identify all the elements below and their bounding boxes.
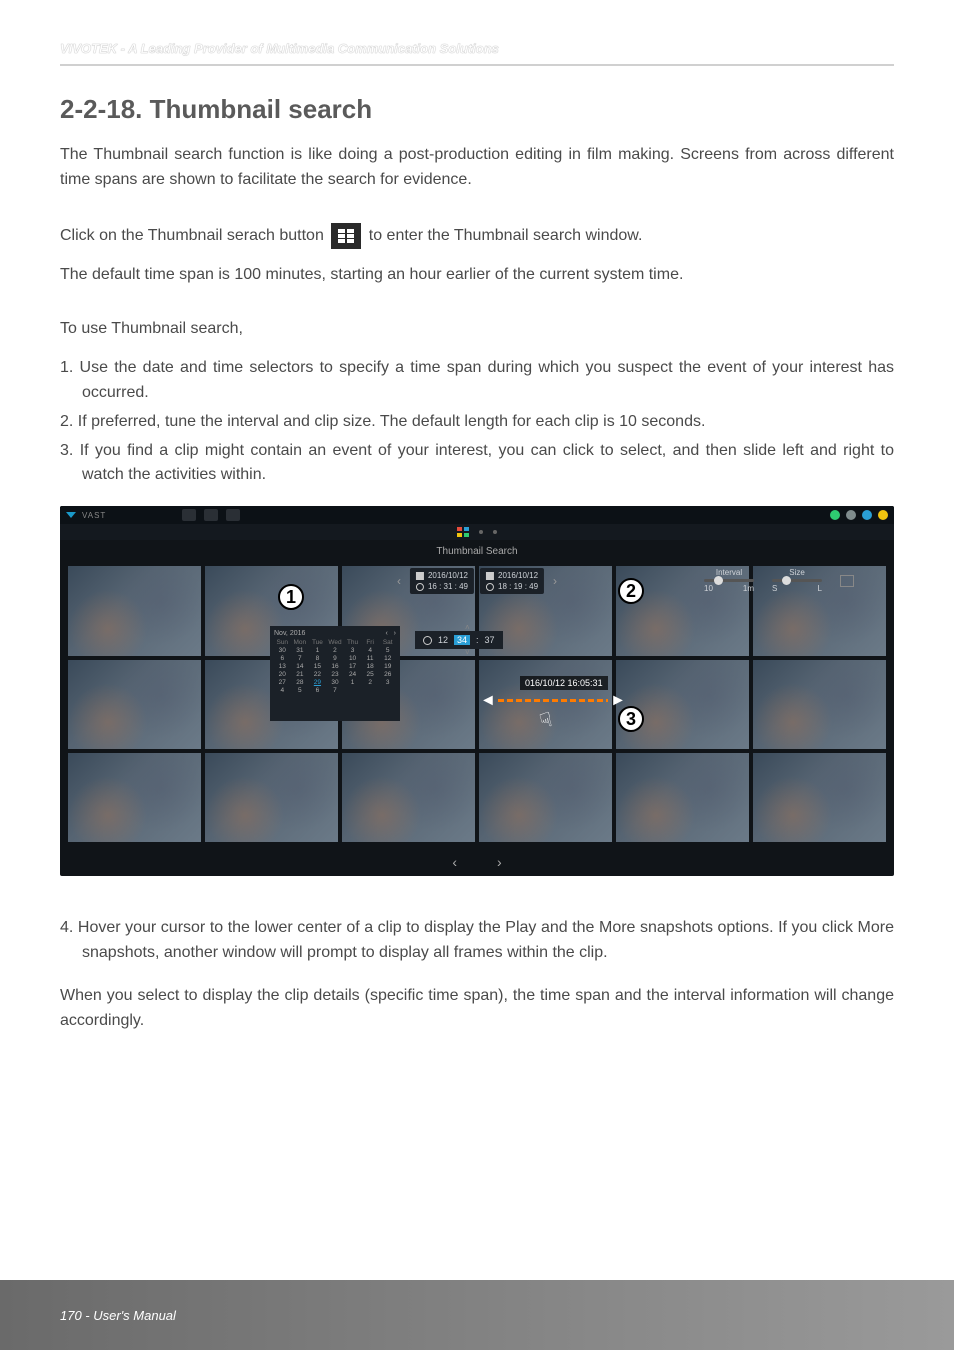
- topbar-tab[interactable]: [182, 509, 196, 521]
- section-title: 2-2-18. Thumbnail search: [60, 94, 894, 125]
- page-header: VIVOTEK - A Leading Provider of Multimed…: [60, 40, 894, 66]
- topbar-actions: [830, 510, 888, 520]
- app-subbar: [60, 524, 894, 540]
- thumbnail-clip[interactable]: [479, 753, 612, 842]
- step-2: 2. If preferred, tune the interval and c…: [60, 410, 894, 435]
- interval-min: 10: [704, 584, 713, 593]
- to-datebox[interactable]: 2016/10/12 18 : 19 : 49: [480, 568, 544, 594]
- range-prev-icon[interactable]: ‹: [394, 574, 404, 588]
- default-span-paragraph: The default time span is 100 minutes, st…: [60, 263, 894, 288]
- time-hour[interactable]: 12: [438, 635, 448, 645]
- clip-timestamp: 016/10/12 16:05:31: [520, 676, 608, 690]
- topbar-tab[interactable]: [226, 509, 240, 521]
- footer-text: 170 - User's Manual: [60, 1308, 176, 1323]
- status-icon[interactable]: [846, 510, 856, 520]
- sliders-panel: Interval 10 1m Size S L: [704, 568, 854, 593]
- thumbnail-clip[interactable]: [342, 753, 475, 842]
- interval-max: 1m: [743, 584, 754, 593]
- to-time: 18 : 19 : 49: [498, 582, 538, 591]
- size-slider[interactable]: Size S L: [772, 568, 822, 593]
- from-date: 2016/10/12: [428, 571, 468, 580]
- calendar-month: Nov, 2016: [274, 630, 305, 637]
- calendar-nav[interactable]: ‹ ›: [386, 630, 397, 637]
- from-datebox[interactable]: 2016/10/12 16 : 31 : 49: [410, 568, 474, 594]
- click-pre: Click on the Thumbnail serach button: [60, 227, 324, 244]
- steps-list: 1. Use the date and time selectors to sp…: [60, 356, 894, 488]
- thumbnail-clip[interactable]: [205, 753, 338, 842]
- thumbnail-clip[interactable]: [68, 660, 201, 749]
- clock-icon: [486, 583, 494, 591]
- scrub-left-icon[interactable]: ◄: [480, 692, 496, 710]
- thumbnail-grid: [68, 566, 886, 842]
- thumbnail-clip[interactable]: [753, 660, 886, 749]
- expand-icon[interactable]: [840, 575, 854, 587]
- calendar-icon: [416, 572, 424, 580]
- topbar-tabs: [182, 509, 824, 521]
- app-logo-icon: [66, 512, 76, 518]
- thumbnail-grid-icon: [331, 223, 361, 249]
- clip-scrubber[interactable]: ◄ ►: [498, 694, 608, 708]
- subbar-dot-icon: [479, 530, 483, 534]
- size-label: Size: [789, 568, 805, 577]
- intro-paragraph: The Thumbnail search function is like do…: [60, 143, 894, 193]
- step-4: 4. Hover your cursor to the lower center…: [60, 916, 894, 966]
- calendar-popup[interactable]: Nov, 2016 ‹ › SunMonTueWedThuFriSat30311…: [270, 626, 400, 721]
- range-next-icon[interactable]: ›: [550, 574, 560, 588]
- thumbnail-clip[interactable]: [68, 566, 201, 655]
- page-prev-icon[interactable]: ‹: [452, 854, 457, 870]
- status-icon[interactable]: [878, 510, 888, 520]
- topbar-tab[interactable]: [204, 509, 218, 521]
- size-max: L: [818, 584, 822, 593]
- section-number: 2-2-18.: [60, 94, 142, 124]
- header-text: VIVOTEK - A Leading Provider of Multimed…: [60, 41, 499, 56]
- click-post: to enter the Thumbnail search window.: [369, 227, 643, 244]
- thumbnail-clip[interactable]: [68, 753, 201, 842]
- thumbnail-clip[interactable]: [616, 753, 749, 842]
- page-footer: 170 - User's Manual: [0, 1280, 954, 1350]
- to-date: 2016/10/12: [498, 571, 538, 580]
- scrub-bar[interactable]: [498, 699, 608, 702]
- date-range-panel: ‹ 2016/10/12 16 : 31 : 49 2016/10/12 18 …: [394, 568, 560, 594]
- time-minute[interactable]: 34: [454, 635, 470, 645]
- page-next-icon[interactable]: ›: [497, 854, 502, 870]
- subbar-dot-icon: [493, 530, 497, 534]
- thumbnail-clip[interactable]: [753, 753, 886, 842]
- interval-slider[interactable]: Interval 10 1m: [704, 568, 754, 593]
- status-icon[interactable]: [862, 510, 872, 520]
- clock-icon: [423, 636, 432, 645]
- step-3: 3. If you find a clip might contain an e…: [60, 439, 894, 489]
- app-brand: VAST: [82, 511, 106, 520]
- chevron-up-icon[interactable]: ˄: [465, 623, 470, 632]
- calendar-icon: [486, 572, 494, 580]
- section-name: Thumbnail search: [150, 94, 373, 124]
- closing-paragraph: When you select to display the clip deta…: [60, 984, 894, 1034]
- calendar-grid[interactable]: SunMonTueWedThuFriSat3031123456789101112…: [274, 639, 396, 694]
- status-icon[interactable]: [830, 510, 840, 520]
- time-second[interactable]: 37: [485, 635, 495, 645]
- slider-track[interactable]: [772, 579, 822, 582]
- app-topbar: VAST: [60, 506, 894, 524]
- from-time: 16 : 31 : 49: [428, 582, 468, 591]
- panel-title: Thumbnail Search: [60, 540, 894, 561]
- size-min: S: [772, 584, 777, 593]
- slider-track[interactable]: [704, 579, 754, 582]
- chevron-down-icon[interactable]: ˅: [465, 648, 470, 657]
- click-paragraph: Click on the Thumbnail serach button to …: [60, 223, 894, 249]
- step-1: 1. Use the date and time selectors to sp…: [60, 356, 894, 406]
- time-popup[interactable]: 12 34 : 37 ˄ ˅: [415, 631, 503, 649]
- to-use-paragraph: To use Thumbnail search,: [60, 317, 894, 342]
- clock-icon: [416, 583, 424, 591]
- page-nav: ‹ ›: [60, 854, 894, 870]
- thumbnail-clip[interactable]: [616, 660, 749, 749]
- app-screenshot: VAST Thumbnail Search: [60, 506, 894, 876]
- steps-list-2: 4. Hover your cursor to the lower center…: [60, 916, 894, 966]
- layout-grid-icon[interactable]: [457, 527, 469, 537]
